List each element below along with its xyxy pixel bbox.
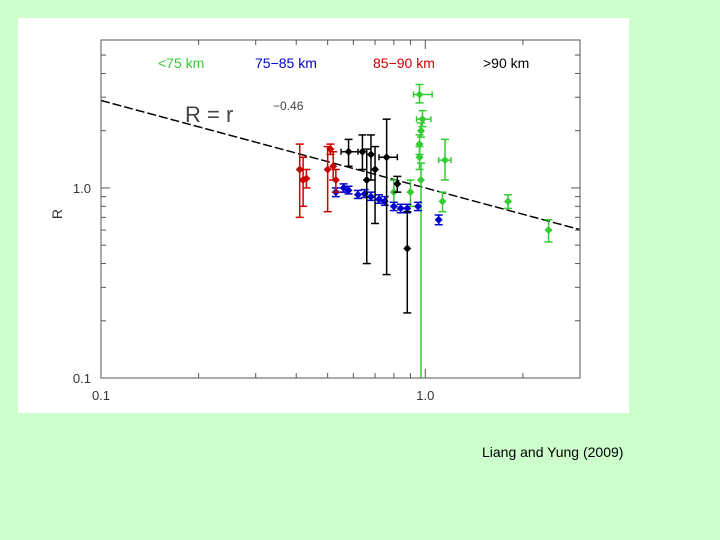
data-point: [323, 145, 332, 213]
marker-diamond: [362, 176, 371, 185]
data-point: [353, 189, 362, 200]
x-tick-label: 1.0: [416, 388, 434, 403]
data-point: [415, 145, 424, 171]
data-point: [416, 162, 425, 378]
data-point: [295, 143, 304, 219]
data-point: [331, 168, 340, 193]
legend-label: >90 km: [483, 55, 529, 71]
marker-diamond: [418, 115, 427, 124]
marker-diamond: [366, 192, 375, 201]
data-point: [415, 109, 432, 128]
data-point: [389, 201, 398, 212]
marker-diamond: [344, 186, 353, 195]
marker-diamond: [415, 90, 424, 99]
series-3: [340, 118, 412, 314]
x-axis-title: r: [344, 408, 349, 413]
data-point: [302, 168, 311, 189]
data-point: [437, 138, 452, 181]
marker-diamond: [403, 244, 412, 253]
marker-diamond: [295, 165, 304, 174]
marker-diamond: [434, 215, 443, 224]
data-point: [414, 201, 423, 212]
y-axis-title: R: [49, 209, 65, 219]
marker-diamond: [415, 153, 424, 162]
legend-label: 75−85 km: [255, 55, 317, 71]
data-point: [544, 219, 553, 243]
series-0: [389, 83, 553, 378]
data-point: [362, 148, 371, 265]
plot-panel: 0.1 1.0 0.1 1.0 r R <75 km 75−85 km 85−90 km >90…: [18, 18, 629, 413]
y-tick-label: 0.1: [73, 371, 91, 386]
y-tick-label: 1.0: [73, 181, 91, 196]
scatter-chart: 0.1 1.0 0.1 1.0 r R <75 km 75−85 km 85−90 km >90…: [49, 39, 581, 413]
marker-diamond: [403, 204, 412, 213]
marker-diamond: [544, 226, 553, 235]
marker-diamond: [416, 126, 425, 135]
data-point: [403, 210, 412, 314]
marker-diamond: [406, 188, 415, 197]
data-point: [434, 214, 443, 226]
data-point: [438, 191, 447, 213]
data-point: [393, 175, 402, 193]
marker-diamond: [414, 202, 423, 211]
legend-label: <75 km: [158, 55, 204, 71]
marker-diamond: [416, 176, 425, 185]
marker-diamond: [329, 162, 338, 171]
marker-diamond: [440, 156, 449, 165]
marker-diamond: [393, 179, 402, 188]
data-point: [366, 191, 375, 202]
series-1: [331, 183, 443, 226]
marker-diamond: [353, 190, 362, 199]
citation: Liang and Yung (2009): [482, 444, 624, 460]
data-point: [358, 134, 367, 171]
marker-diamond: [344, 147, 353, 156]
fit-line: [100, 99, 581, 231]
marker-diamond: [389, 202, 398, 211]
marker-diamond: [504, 197, 513, 206]
data-point: [371, 145, 380, 225]
data-point: [378, 118, 399, 276]
equation-exponent: −0.46: [273, 99, 304, 113]
series-2: [295, 143, 340, 219]
plot-frame: [100, 39, 581, 379]
marker-diamond: [396, 204, 405, 213]
data-point: [340, 138, 359, 168]
data-point: [504, 194, 513, 210]
data-point: [406, 179, 415, 208]
marker-diamond: [302, 174, 311, 183]
marker-diamond: [382, 153, 391, 162]
equation-text: R = r: [185, 102, 233, 127]
marker-diamond: [323, 165, 332, 174]
data-point: [412, 83, 433, 104]
data-point: [344, 185, 353, 195]
x-tick-label: 0.1: [92, 388, 110, 403]
marker-diamond: [438, 197, 447, 206]
legend-label: 85−90 km: [373, 55, 435, 71]
marker-diamond: [366, 150, 375, 159]
marker-diamond: [331, 176, 340, 185]
marker-diamond: [371, 165, 380, 174]
data-point: [366, 134, 375, 181]
